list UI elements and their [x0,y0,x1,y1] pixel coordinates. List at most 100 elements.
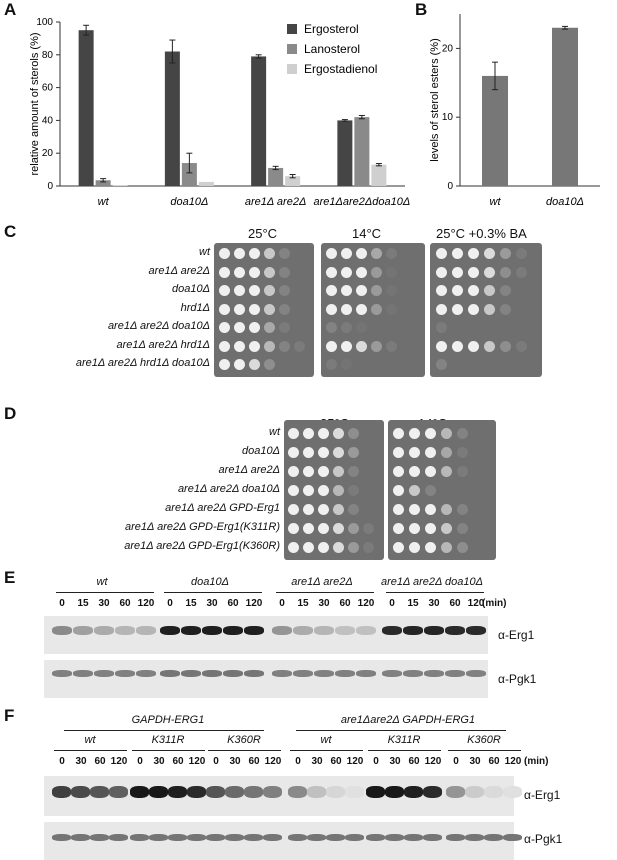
colony-spot [249,266,260,278]
colony-spot [318,466,329,477]
panel-f-western-blot: GAPDH-ERG1 are1Δare2Δ GAPDH-ERG1 wt 0 30 60 12… [0,706,617,860]
strain-label: wt [199,246,210,258]
group-underline [132,750,205,751]
colony-spot [500,340,511,352]
colony-spot [264,248,275,259]
timepoint-label: 30 [98,598,110,609]
strain-label: are1Δ are2Δ GPD-Erg1 [165,502,280,514]
blot-band [356,626,376,635]
colony-spot [363,523,374,534]
y-axis-label: relative amount of sterols (%) [29,32,41,175]
legend-swatch [287,64,297,74]
colony-spot [386,266,397,278]
bar-ergostadienol [285,176,301,186]
colony-spot [288,466,299,477]
blot-band [187,834,206,841]
blot-band [314,670,334,677]
time-unit-label: (min) [524,756,549,767]
blot-band [90,834,109,841]
colony-spot [441,542,452,553]
group-label: wt [84,734,96,746]
blot-band [181,626,201,635]
colony-spot [371,303,382,315]
colony-spot [348,466,359,477]
blot-band [52,834,71,841]
blot-band [466,626,486,635]
supergroup-underline [64,730,264,731]
blot-band [272,626,292,635]
colony-spot [333,504,344,515]
strain-label: are1Δ are2Δ hrd1Δ [116,338,210,351]
panel-letter-c: C [4,222,17,241]
group-label: are1Δ are2Δ doa10Δ [380,576,484,588]
y-tick-label: 20 [42,148,54,159]
strain-label: are1Δ are2Δ GPD-Erg1(K311R) [125,521,280,533]
timepoint-label: 120 [264,756,282,767]
colony-spot [341,248,352,259]
timepoint-label: 60 [248,756,260,767]
blot-band [424,626,444,635]
colony-spot [234,340,245,352]
colony-spot [409,523,420,534]
blot-band [136,670,156,677]
colony-spot [452,340,463,352]
colony-spot [393,447,404,458]
blot-band [404,834,423,841]
blot-band [71,834,90,841]
colony-spot [294,340,305,352]
colony-spot [425,447,436,458]
colony-spot [436,322,447,333]
colony-spot [234,248,245,259]
colony-spot [341,266,352,278]
colony-spot [457,466,468,477]
colony-spot [441,447,452,458]
bar-lanosterol [95,180,111,186]
blot-band [445,626,465,635]
colony-spot [436,303,447,315]
colony-spot [288,523,299,534]
colony-spot [484,285,495,296]
blot-band [326,786,345,798]
bar-lanosterol [268,167,284,186]
colony-spot [219,322,230,333]
timepoint-label: 60 [227,598,239,609]
colony-spot [371,266,382,278]
colony-spot [441,523,452,534]
blot-band [345,834,364,841]
blot-band [503,834,522,841]
colony-spot [279,322,290,333]
colony-spot [326,248,337,259]
blot-band [293,626,313,635]
blot-band [223,626,243,635]
blot-band [168,786,187,798]
colony-spot [409,428,420,439]
legend-label: Ergosterol [304,22,359,36]
timepoint-label: 30 [229,756,241,767]
colony-spot [341,303,352,315]
colony-spot [516,248,527,259]
colony-spot [371,248,382,259]
colony-spot [348,447,359,458]
panel-letter-e: E [4,568,16,587]
colony-spot [436,248,447,259]
colony-spot [249,322,260,333]
panel-c-temp-2: 14°C [352,226,382,241]
colony-spot [348,504,359,515]
blot-band [293,670,313,677]
y-tick-label: 0 [47,181,53,192]
strain-label: are1Δ are2Δ [218,464,280,476]
timepoint-label: 60 [339,598,351,609]
colony-spot [326,359,337,370]
timepoint-label: 120 [137,598,155,609]
colony-spot [356,248,367,259]
colony-spot [288,504,299,515]
blot-band [423,786,442,798]
colony-spot [288,542,299,553]
colony-spot [393,523,404,534]
blot-band [404,786,423,798]
colony-spot [468,248,479,259]
group-underline [276,592,374,593]
blot-band [109,834,128,841]
timepoint-label: 0 [137,756,143,767]
blot-band [465,786,484,798]
